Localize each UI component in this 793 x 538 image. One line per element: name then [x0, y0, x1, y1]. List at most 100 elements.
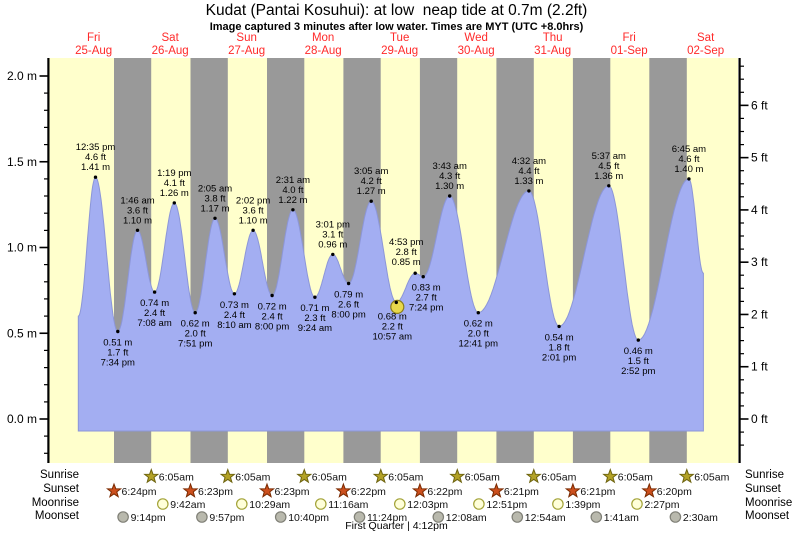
sunset-time: 6:20pm	[657, 486, 692, 498]
sunset-time: 6:24pm	[122, 486, 157, 498]
moonset-icon	[353, 511, 366, 523]
sunrise-star-icon	[372, 468, 389, 484]
tide-extreme-marker	[636, 338, 640, 342]
sunset-time: 6:23pm	[198, 486, 233, 498]
svg-text:3:43 am: 3:43 am	[433, 161, 467, 172]
moonset-time: 10:40pm	[288, 512, 329, 524]
moonrise-icon	[631, 498, 643, 510]
sunrise-time: 6:05am	[541, 471, 576, 483]
sunrise-star-icon	[449, 468, 466, 484]
moonset-time: 12:54am	[525, 512, 566, 524]
svg-text:1.10 m: 1.10 m	[239, 215, 268, 226]
day-label-date: 29-Aug	[381, 45, 418, 57]
day-label-date: 02-Sep	[687, 45, 724, 57]
svg-text:2.6 ft: 2.6 ft	[338, 300, 359, 311]
svg-text:2.8 ft: 2.8 ft	[396, 247, 417, 258]
moonrise-icon	[314, 498, 327, 510]
tide-annotation-low: 0.74 m2.4 ft7:08 am	[137, 298, 171, 329]
sunset-time: 6:22pm	[351, 486, 386, 498]
tide-annotation-high: 4:53 pm2.8 ft0.85 m	[389, 237, 423, 268]
sunset-star-icon	[411, 482, 428, 498]
tide-extreme-marker	[448, 194, 452, 198]
svg-text:0.96 m: 0.96 m	[318, 239, 347, 250]
sunrise-row-label-right: Sunrise	[745, 469, 784, 481]
sunrise-star-icon	[602, 468, 619, 484]
left-axis-tick-label: 1.0 m	[7, 241, 37, 255]
svg-text:0.85 m: 0.85 m	[392, 257, 421, 268]
sunset-time: 6:21pm	[504, 486, 539, 498]
tide-annotation-high: 3:43 am4.3 ft1.30 m	[433, 161, 467, 192]
tide-extreme-marker	[152, 290, 157, 294]
svg-text:1.5 ft: 1.5 ft	[628, 356, 649, 367]
svg-text:1.27 m: 1.27 m	[357, 186, 386, 197]
moonset-icon	[274, 511, 287, 523]
svg-text:0.83 m: 0.83 m	[412, 283, 441, 294]
astro-rows: 6:05am 6:05am 6:05am 6:05am 6:05am 6:05am 6:05…	[106, 468, 730, 524]
tide-extreme-marker	[251, 228, 255, 232]
svg-text:2.4 ft: 2.4 ft	[262, 312, 283, 323]
left-axis-tick-label: 0.0 m	[7, 412, 37, 426]
svg-text:1.17 m: 1.17 m	[200, 203, 229, 214]
day-label-weekday: Fri	[87, 32, 100, 44]
tide-extreme-marker	[687, 177, 691, 181]
day-label-date: 30-Aug	[458, 45, 495, 57]
svg-text:2.4 ft: 2.4 ft	[224, 310, 245, 321]
sunrise-row-label-left: Sunrise	[40, 469, 79, 481]
tide-annotation-high: 5:37 am4.5 ft1.36 m	[592, 151, 626, 182]
svg-text:1:46 am: 1:46 am	[120, 195, 154, 206]
sunset-star-icon	[106, 482, 123, 498]
svg-text:0.74 m: 0.74 m	[140, 298, 169, 309]
svg-text:8:00 pm: 8:00 pm	[331, 310, 365, 321]
tide-extreme-marker	[476, 311, 480, 315]
svg-text:2.3 ft: 2.3 ft	[304, 313, 325, 324]
tide-extreme-marker	[413, 271, 417, 275]
svg-text:5:37 am: 5:37 am	[592, 151, 626, 162]
tide-annotation-high: 1:19 pm4.1 ft1.26 m	[157, 168, 191, 199]
tide-extreme-marker	[232, 292, 237, 296]
svg-text:1.8 ft: 1.8 ft	[549, 342, 570, 353]
left-axis-tick-label: 2.0 m	[7, 69, 37, 83]
right-axis-tick-label: 1 ft	[751, 360, 768, 374]
svg-text:0.79 m: 0.79 m	[334, 290, 363, 301]
svg-text:3.6 ft: 3.6 ft	[127, 205, 148, 216]
sunset-star-icon	[564, 482, 581, 498]
tide-annotation-low: 0.46 m1.5 ft2:52 pm	[621, 346, 655, 377]
moonset-time: 11:24pm	[367, 512, 407, 524]
right-axis: 6 ft 5 ft 4 ft 3 ft 2 ft 1 ft 0 ft	[738, 58, 768, 463]
left-axis: 2.0 m 1.5 m 1.0 m 0.5 m 0.0 m	[7, 58, 50, 463]
day-label-date: 27-Aug	[228, 45, 265, 57]
day-label-date: 25-Aug	[75, 45, 112, 57]
moonrise-icon	[552, 498, 564, 510]
svg-text:1:19 pm: 1:19 pm	[157, 168, 191, 179]
svg-text:1.30 m: 1.30 m	[435, 181, 464, 192]
day-label-date: 01-Sep	[611, 45, 648, 57]
sunrise-star-icon	[219, 468, 236, 484]
day-label-weekday: Tue	[390, 32, 409, 44]
svg-text:7:08 am: 7:08 am	[137, 318, 171, 329]
tide-annotation-high: 2:05 am3.8 ft1.17 m	[198, 183, 232, 214]
moonset-icon	[590, 511, 603, 523]
moonrise-time: 1:39pm	[565, 499, 600, 511]
day-label-weekday: Fri	[622, 32, 635, 44]
sunrise-time: 6:05am	[618, 471, 653, 483]
moonrise-icon	[157, 498, 169, 510]
left-axis-tick-label: 0.5 m	[7, 326, 37, 340]
svg-text:0.68 m: 0.68 m	[378, 311, 407, 322]
tide-annotation-high: 1:46 am3.6 ft1.10 m	[120, 195, 154, 226]
svg-text:4:53 pm: 4:53 pm	[389, 237, 423, 248]
svg-text:3:01 pm: 3:01 pm	[316, 219, 350, 230]
svg-text:12:41 pm: 12:41 pm	[458, 339, 498, 350]
sunrise-star-icon	[143, 468, 160, 484]
svg-text:10:57 am: 10:57 am	[372, 331, 412, 342]
sunrise-time: 6:05am	[159, 471, 194, 483]
moonset-time: 1:41am	[604, 512, 639, 524]
svg-text:2.7 ft: 2.7 ft	[416, 293, 437, 304]
svg-text:0.54 m: 0.54 m	[545, 332, 574, 343]
tide-extreme-marker	[313, 295, 317, 299]
svg-text:4:32 am: 4:32 am	[512, 156, 546, 167]
chart-subtitle: Image captured 3 minutes after low water…	[209, 21, 584, 33]
sunset-row-label-right: Sunset	[745, 483, 781, 495]
day-label-weekday: Thu	[543, 32, 563, 44]
moonset-icon	[196, 511, 208, 523]
